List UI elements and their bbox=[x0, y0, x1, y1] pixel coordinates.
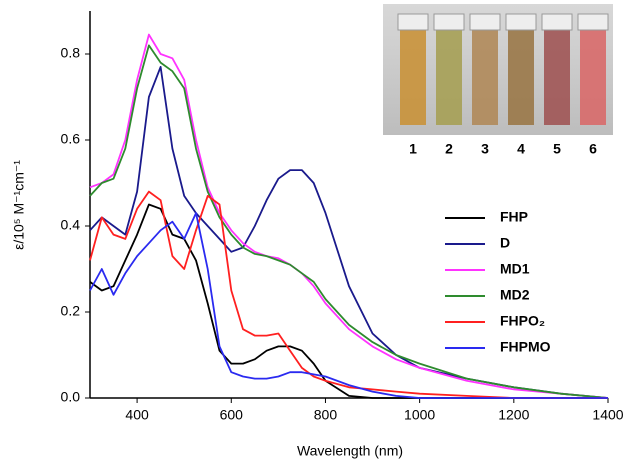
legend-label: D bbox=[500, 235, 510, 251]
y-tick-label: 0.2 bbox=[61, 303, 81, 319]
legend-label: MD2 bbox=[500, 287, 530, 303]
series-line bbox=[89, 33, 609, 399]
inset-label: 4 bbox=[517, 141, 525, 157]
legend-label: FHPO₂ bbox=[500, 313, 545, 329]
inset-label: 6 bbox=[589, 141, 597, 157]
x-tick-label: 600 bbox=[220, 407, 244, 423]
inset-photo bbox=[383, 4, 613, 135]
legend-label: MD1 bbox=[500, 261, 530, 277]
series-line bbox=[89, 190, 608, 399]
inset-label: 2 bbox=[445, 141, 453, 157]
inset-label: 3 bbox=[481, 141, 489, 157]
y-tick-label: 0.0 bbox=[61, 389, 81, 405]
x-tick-label: 1400 bbox=[592, 407, 623, 423]
x-tick-label: 800 bbox=[314, 407, 338, 423]
y-tick-label: 0.8 bbox=[61, 45, 81, 61]
y-axis-label: ε/10⁵ M⁻¹cm⁻¹ bbox=[11, 160, 27, 250]
x-tick-label: 1000 bbox=[404, 407, 435, 423]
series-line bbox=[89, 212, 608, 399]
series-line bbox=[89, 66, 609, 399]
series-line bbox=[89, 44, 609, 399]
inset-label: 1 bbox=[409, 141, 417, 157]
y-tick-label: 0.6 bbox=[61, 131, 81, 147]
series-line bbox=[89, 203, 608, 399]
y-tick-label: 0.4 bbox=[61, 217, 81, 233]
legend-label: FHPMO bbox=[500, 339, 551, 355]
x-axis-label: Wavelength (nm) bbox=[297, 443, 403, 459]
legend-label: FHP bbox=[500, 209, 528, 225]
x-tick-label: 400 bbox=[125, 407, 149, 423]
x-tick-label: 1200 bbox=[498, 407, 529, 423]
inset-label: 5 bbox=[553, 141, 561, 157]
